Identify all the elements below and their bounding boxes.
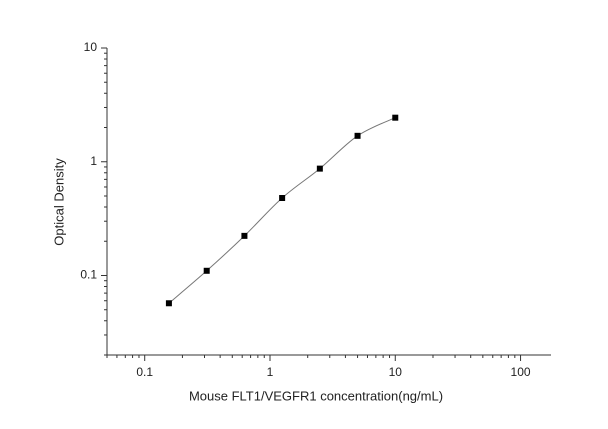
data-point <box>392 114 399 121</box>
x-axis-title: Mouse FLT1/VEGFR1 concentration(ng/mL) <box>189 388 443 403</box>
data-point <box>279 195 286 202</box>
x-tick-label: 0.1 <box>136 365 153 379</box>
y-tick-label: 0.1 <box>80 268 97 282</box>
y-tick-label: 1 <box>90 154 97 168</box>
x-tick-label: 10 <box>389 365 403 379</box>
data-point <box>241 232 248 239</box>
data-point <box>165 300 172 307</box>
x-tick-label: 1 <box>267 365 274 379</box>
x-tick-label: 100 <box>511 365 531 379</box>
data-point <box>316 165 323 172</box>
data-point <box>203 267 210 274</box>
y-axis-title: Optical Density <box>51 158 66 246</box>
data-point <box>354 132 361 139</box>
fit-curve <box>168 117 396 304</box>
y-tick-label: 10 <box>84 40 98 54</box>
